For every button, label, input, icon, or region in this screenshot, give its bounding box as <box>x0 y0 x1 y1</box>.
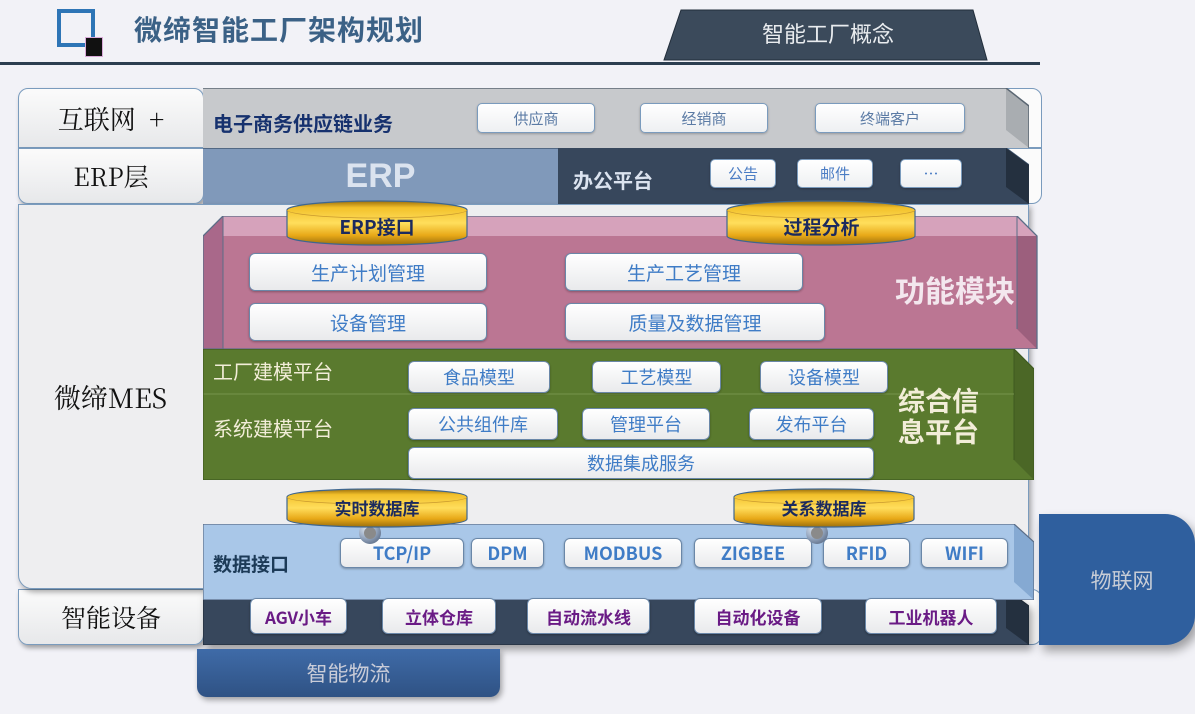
svg-text:智能工厂概念: 智能工厂概念 <box>762 17 894 49</box>
